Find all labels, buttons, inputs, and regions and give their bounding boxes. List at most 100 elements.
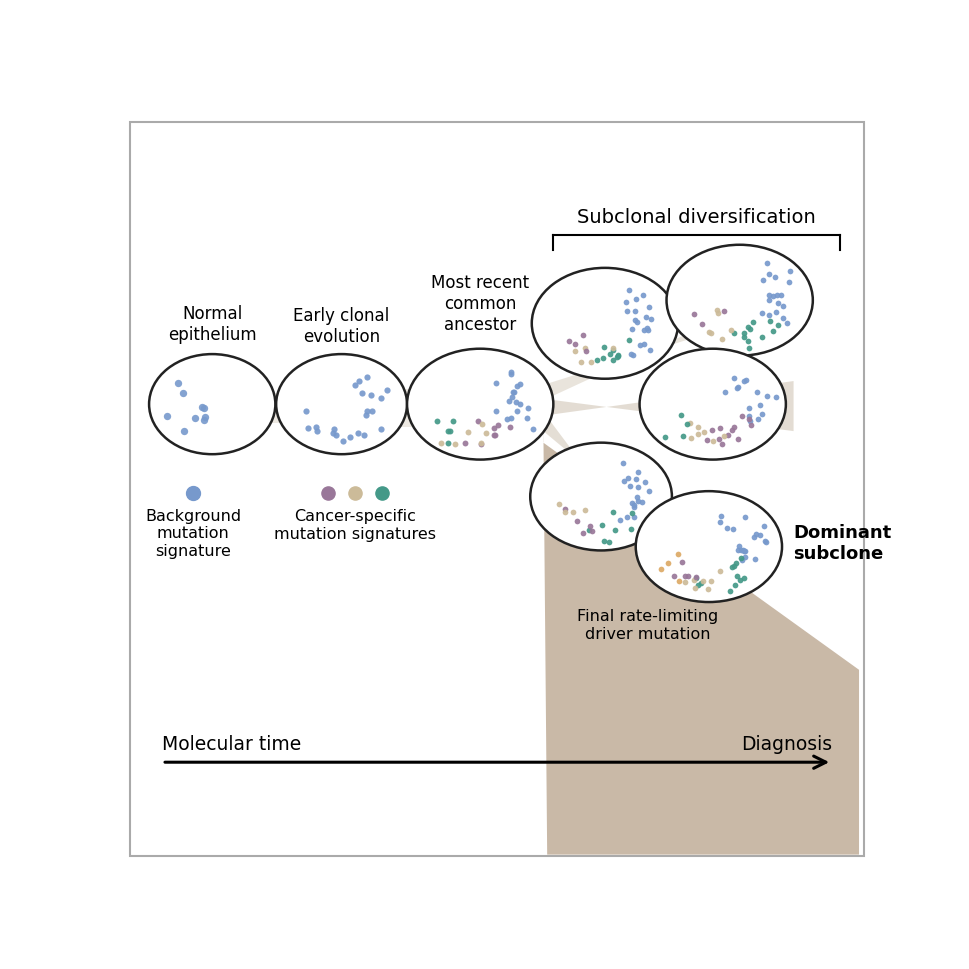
Point [676, 569, 692, 584]
Point [195, 399, 210, 415]
Point [765, 289, 780, 304]
Point [197, 410, 212, 425]
Point [781, 275, 797, 291]
Point [704, 433, 720, 449]
Point [607, 523, 622, 539]
Point [767, 391, 783, 406]
Point [320, 485, 335, 501]
Point [634, 495, 649, 511]
Text: Normal
epithelium: Normal epithelium [168, 304, 256, 343]
Point [759, 256, 774, 271]
Point [620, 283, 636, 298]
Point [779, 316, 795, 331]
Point [359, 370, 374, 386]
Point [741, 322, 757, 337]
Point [490, 419, 506, 434]
Point [622, 479, 638, 494]
Point [761, 267, 776, 283]
Point [502, 411, 517, 426]
Point [615, 455, 631, 471]
Point [627, 313, 642, 328]
Point [756, 518, 771, 534]
Point [671, 574, 686, 589]
Text: Diagnosis: Diagnosis [740, 735, 831, 753]
Point [767, 305, 783, 321]
Point [187, 411, 203, 426]
Point [556, 502, 572, 517]
Point [685, 307, 701, 323]
Ellipse shape [639, 350, 785, 460]
Point [629, 489, 644, 505]
Point [470, 414, 485, 429]
Point [740, 320, 756, 335]
Point [666, 569, 681, 584]
Text: Early clonal
evolution: Early clonal evolution [294, 307, 390, 346]
Point [731, 539, 746, 554]
Point [725, 521, 740, 537]
Text: Final rate-limiting
driver mutation: Final rate-limiting driver mutation [576, 609, 717, 641]
Ellipse shape [635, 491, 781, 603]
Point [575, 328, 590, 344]
Point [660, 556, 675, 572]
Point [359, 404, 374, 420]
Point [673, 554, 689, 570]
Point [620, 471, 636, 486]
Point [582, 355, 598, 370]
Point [689, 427, 704, 443]
Point [355, 386, 370, 401]
Point [730, 431, 745, 447]
Point [508, 394, 523, 410]
Point [503, 365, 518, 381]
Ellipse shape [531, 268, 677, 379]
Point [611, 513, 627, 528]
Point [708, 303, 724, 319]
Point [742, 414, 758, 429]
Text: Most recent
common
ancestor: Most recent common ancestor [430, 273, 529, 333]
Point [610, 349, 625, 364]
Point [512, 396, 527, 412]
Point [581, 519, 597, 535]
Point [685, 572, 701, 587]
Point [352, 374, 367, 390]
Point [630, 465, 645, 481]
Point [626, 500, 641, 516]
Point [628, 292, 643, 307]
Point [626, 498, 641, 514]
Point [733, 543, 748, 558]
Point [347, 485, 362, 501]
Point [567, 337, 582, 353]
Point [605, 343, 620, 359]
Point [616, 474, 632, 489]
Text: Cancer-specific
mutation signatures: Cancer-specific mutation signatures [273, 509, 435, 541]
Polygon shape [543, 424, 859, 855]
Point [716, 428, 732, 444]
Point [736, 544, 752, 559]
Point [502, 366, 517, 382]
Point [715, 304, 731, 320]
Point [759, 389, 774, 404]
Point [601, 535, 616, 550]
Point [327, 422, 342, 437]
Point [722, 583, 737, 599]
Point [653, 562, 669, 578]
Point [742, 418, 758, 433]
Point [624, 495, 640, 511]
Point [605, 505, 620, 520]
Point [577, 503, 592, 518]
Point [757, 535, 772, 550]
Ellipse shape [530, 443, 672, 551]
Point [740, 412, 756, 427]
Point [325, 426, 340, 442]
Point [478, 426, 493, 442]
Point [442, 423, 457, 439]
Point [694, 317, 709, 332]
Point [573, 355, 588, 370]
Point [341, 430, 357, 446]
Point [630, 480, 645, 495]
Point [605, 353, 620, 368]
Point [740, 341, 756, 357]
Point [519, 401, 535, 417]
Point [748, 526, 764, 542]
Point [712, 509, 728, 524]
Point [565, 505, 580, 520]
